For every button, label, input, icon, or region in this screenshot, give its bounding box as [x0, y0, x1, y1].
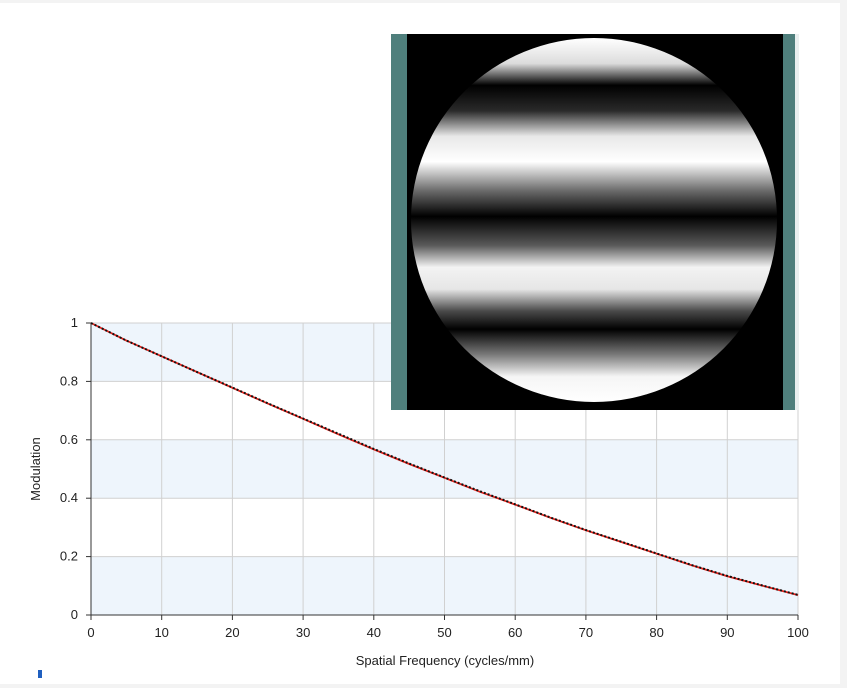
y-tick-label: 1: [71, 315, 78, 330]
x-tick-label: 40: [367, 625, 381, 640]
interference-fringes: [411, 38, 777, 402]
x-tick-label: 30: [296, 625, 310, 640]
x-tick-label: 0: [87, 625, 94, 640]
top-border: [0, 0, 847, 3]
x-tick-label: 10: [154, 625, 168, 640]
series-line-2: [90, 322, 799, 596]
right-border: [840, 0, 847, 688]
corner-marker: [38, 670, 42, 678]
y-tick-label: 0.8: [60, 373, 78, 388]
x-tick-label: 90: [720, 625, 734, 640]
x-tick-label: 60: [508, 625, 522, 640]
x-tick-label: 80: [649, 625, 663, 640]
inset-frame-right-highlight: [795, 34, 799, 410]
x-tick-label: 20: [225, 625, 239, 640]
inset-frame-left: [391, 34, 407, 410]
y-tick-label: 0.4: [60, 490, 78, 505]
series-layer: [90, 322, 799, 596]
y-tick-label: 0.6: [60, 432, 78, 447]
x-tick-labels: 0 10 20 30 40 50 60 70 80 90 100: [87, 625, 808, 640]
y-tick-labels: 0 0.2 0.4 0.6 0.8 1: [60, 315, 78, 622]
interferogram-inset: [391, 34, 799, 410]
y-tick-label: 0.2: [60, 549, 78, 564]
x-tick-label: 70: [579, 625, 593, 640]
x-axis-title: Spatial Frequency (cycles/mm): [356, 653, 534, 668]
x-tick-label: 100: [787, 625, 809, 640]
y-tick-label: 0: [71, 607, 78, 622]
y-axis-title: Modulation: [28, 437, 43, 501]
bottom-border: [0, 684, 847, 688]
x-tick-label: 50: [437, 625, 451, 640]
plot-axes: [86, 322, 799, 620]
